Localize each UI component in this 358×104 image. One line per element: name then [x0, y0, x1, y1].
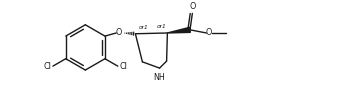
Text: or1: or1 — [139, 25, 148, 30]
Text: O: O — [205, 28, 212, 37]
Text: O: O — [189, 2, 195, 11]
Text: NH: NH — [154, 73, 165, 82]
Polygon shape — [168, 27, 190, 33]
Text: Cl: Cl — [119, 62, 127, 71]
Text: Cl: Cl — [43, 62, 51, 71]
Text: or1: or1 — [156, 24, 166, 29]
Text: O: O — [116, 28, 122, 37]
